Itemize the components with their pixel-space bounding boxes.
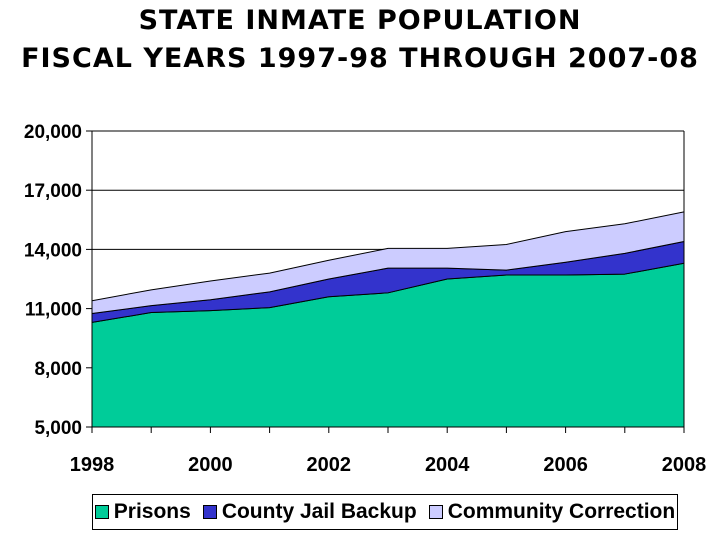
chart-title-line-2: FISCAL YEARS 1997-98 THROUGH 2007-08 <box>21 43 699 74</box>
area-chart: 5,000 8,000 11,000 14,000 17,000 20,000 1998 20… <box>24 122 706 476</box>
legend-item-county-jail-backup: County Jail Backup <box>202 500 417 524</box>
legend-label-county-jail-backup: County Jail Backup <box>221 500 417 523</box>
x-tick-label-5: 2008 <box>662 454 707 476</box>
y-tick-label-5: 20,000 <box>24 122 82 143</box>
y-tick-label-4: 17,000 <box>24 181 82 202</box>
y-tick-label-0: 5,000 <box>34 418 82 439</box>
legend-swatch-prisons <box>94 505 109 519</box>
tick-labels: 5,000 8,000 11,000 14,000 17,000 20,000 1998 20… <box>24 122 706 476</box>
legend-swatch-county-jail-backup <box>202 505 217 519</box>
y-tick-label-3: 14,000 <box>24 240 82 261</box>
y-tick-label-2: 11,000 <box>25 300 82 321</box>
legend-label-prisons: Prisons <box>113 500 191 523</box>
legend-item-prisons: Prisons <box>94 500 191 524</box>
y-tick-label-1: 8,000 <box>34 359 82 380</box>
legend-label-community-correction: Community Correction <box>447 500 676 523</box>
stacked-areas <box>91 211 685 428</box>
axes <box>86 130 685 433</box>
legend-item-community-correction: Community Correction <box>428 500 676 524</box>
legend-swatch-community-correction <box>428 505 443 519</box>
legend: Prisons County Jail Backup Community Cor… <box>92 494 678 530</box>
x-tick-label-2: 2002 <box>307 454 352 476</box>
x-tick-label-0: 1998 <box>70 454 115 476</box>
x-tick-label-4: 2006 <box>543 454 588 476</box>
x-tick-label-1: 2000 <box>188 454 233 476</box>
chart-title-line-1: STATE INMATE POPULATION <box>138 5 582 36</box>
x-tick-label-3: 2004 <box>425 454 470 476</box>
